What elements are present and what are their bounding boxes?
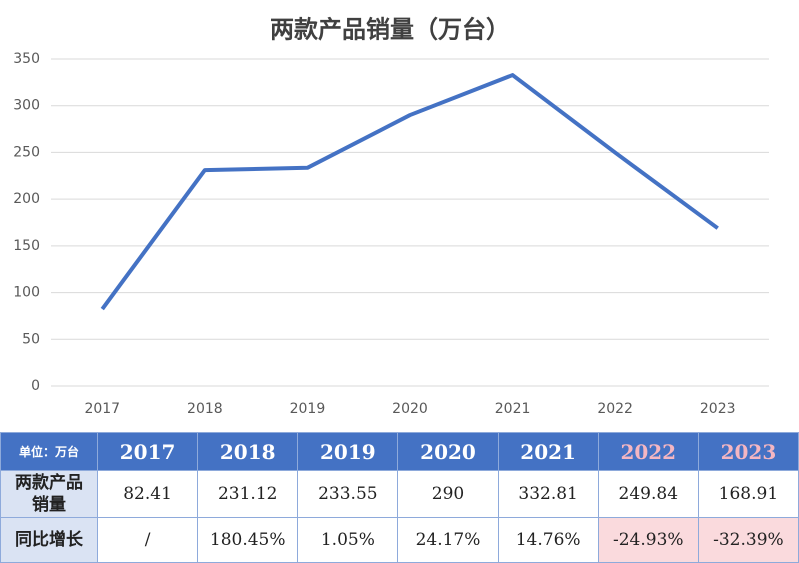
x-tick-label: 2017 <box>84 401 120 417</box>
y-tick-label: 350 <box>13 51 40 67</box>
x-tick-label: 2020 <box>392 401 428 417</box>
table-cell: -24.93% <box>597 517 699 563</box>
table-cell: 2021 <box>497 432 599 471</box>
table-cell: 14.76% <box>497 517 599 563</box>
table-cell: 231.12 <box>197 470 299 518</box>
x-tick-label: 2019 <box>290 401 326 417</box>
table-cell: 180.45% <box>197 517 299 563</box>
y-tick-label: 300 <box>13 98 40 114</box>
table-cell: 2017 <box>96 432 199 471</box>
x-tick-label: 2023 <box>700 401 736 417</box>
table-cell: 2019 <box>297 432 399 471</box>
x-tick-label: 2022 <box>597 401 633 417</box>
table-cell: 2018 <box>197 432 299 471</box>
table-cell: 82.41 <box>96 470 199 518</box>
table-cell: 233.55 <box>297 470 399 518</box>
table-cell: 2023 <box>697 432 799 471</box>
y-tick-label: 0 <box>31 378 40 394</box>
table-cell: 1.05% <box>297 517 399 563</box>
table-row: 同比增长/180.45% 1.05% 24.17% 14.76% -24.93% -32.… <box>0 517 799 563</box>
y-tick-label: 150 <box>13 238 40 254</box>
chart-title: 两款产品销量（万台） <box>270 15 510 44</box>
table-header: 单位：万台 2017 2018 2019 2020 2021 2022 2023 <box>0 432 799 471</box>
table-cell: 2020 <box>397 432 499 471</box>
y-tick-label: 200 <box>13 191 40 207</box>
x-tick-label: 2021 <box>495 401 531 417</box>
table-cell: / <box>96 517 199 563</box>
table-cell: 332.81 <box>497 470 599 518</box>
table-cell: 290 <box>397 470 499 518</box>
table-cell: 24.17% <box>397 517 499 563</box>
y-tick-label: 250 <box>13 144 40 160</box>
table-cell: 单位：万台 <box>0 432 98 471</box>
y-tick-label: 50 <box>22 331 40 347</box>
table-row: 两款产品销量 82.41 231.12 233.55 290 332.81 249.84 16… <box>0 470 799 518</box>
data-table: 单位：万台 2017 2018 2019 2020 2021 2022 2023 两款产品销量… <box>0 432 799 563</box>
table-cell: 两款产品销量 <box>0 470 98 518</box>
x-tick-label: 2018 <box>187 401 223 417</box>
table-cell: 168.91 <box>697 470 799 518</box>
table-cell: 同比增长 <box>0 517 98 563</box>
y-tick-label: 100 <box>13 285 40 301</box>
chart: 两款产品销量（万台） 0 50 100 150 200 250 300 350 2017 2018… <box>13 15 769 417</box>
line <box>100 73 719 311</box>
table-cell: -32.39% <box>697 517 799 563</box>
table-cell: 249.84 <box>597 470 699 518</box>
table-cell: 2022 <box>597 432 699 471</box>
